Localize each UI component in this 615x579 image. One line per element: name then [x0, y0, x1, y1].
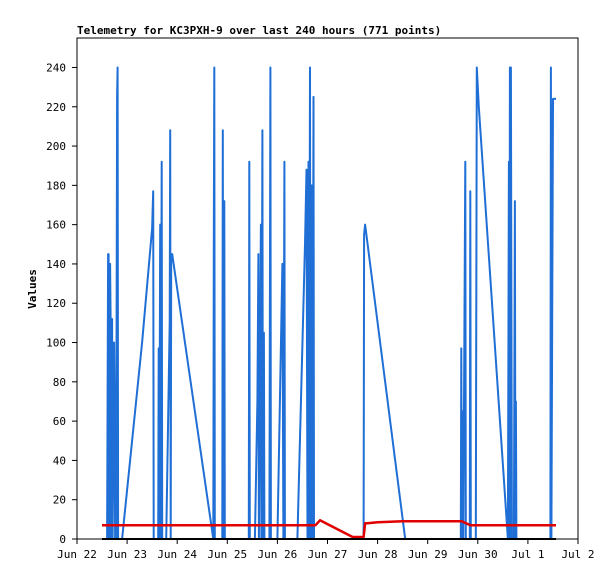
x-tick-label-7: Jun 29 [408, 548, 448, 561]
y-axis-label: Values [26, 269, 39, 309]
x-tick-label-4: Jun 26 [258, 548, 298, 561]
y-tick-label-200: 200 [46, 140, 66, 153]
chart-title: Telemetry for KC3PXH-9 over last 240 hou… [77, 24, 441, 37]
x-tick-label-6: Jun 28 [358, 548, 398, 561]
x-tick-label-2: Jun 24 [157, 548, 197, 561]
x-tick-label-5: Jun 27 [308, 548, 348, 561]
series-line-1 [102, 519, 556, 539]
y-tick-label-180: 180 [46, 179, 66, 192]
x-tick-label-0: Jun 22 [57, 548, 97, 561]
y-tick-label-100: 100 [46, 337, 66, 350]
y-axis: 0 20 40 60 80 100 120 140 160 180 200 220 240 [46, 61, 77, 546]
y-tick-label-220: 220 [46, 101, 66, 114]
x-tick-label-10: Jul 2 [561, 548, 594, 561]
y-tick-label-0: 0 [59, 533, 66, 546]
y-tick-label-20: 20 [53, 494, 66, 507]
y-tick-label-40: 40 [53, 454, 66, 467]
x-axis: Jun 22 Jun 23 Jun 24 Jun 25 Jun 26 Jun 27 Jun … [57, 539, 595, 561]
y-tick-label-140: 140 [46, 258, 66, 271]
x-tick-label-8: Jun 30 [458, 548, 498, 561]
x-tick-label-9: Jul 1 [511, 548, 544, 561]
x-tick-label-1: Jun 23 [107, 548, 147, 561]
x-tick-label-3: Jun 25 [207, 548, 247, 561]
y-tick-label-160: 160 [46, 219, 66, 232]
y-tick-label-240: 240 [46, 61, 66, 74]
y-tick-label-80: 80 [53, 376, 66, 389]
y-tick-label-120: 120 [46, 297, 66, 310]
y-tick-label-60: 60 [53, 415, 66, 428]
